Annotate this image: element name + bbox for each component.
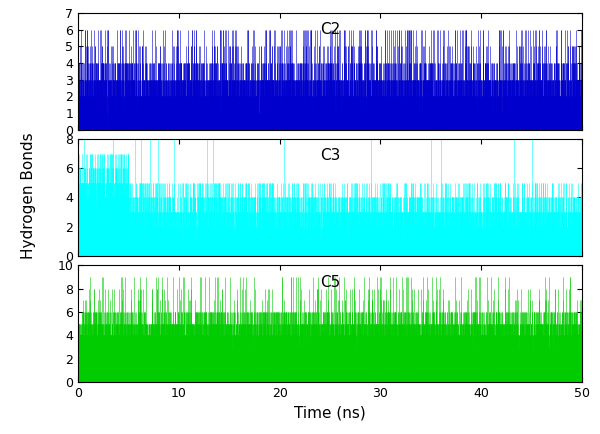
Text: Hydrogen Bonds: Hydrogen Bonds (21, 132, 36, 259)
Text: C5: C5 (320, 275, 340, 289)
Text: C2: C2 (320, 23, 340, 37)
X-axis label: Time (ns): Time (ns) (294, 405, 366, 421)
Text: C3: C3 (320, 148, 340, 164)
